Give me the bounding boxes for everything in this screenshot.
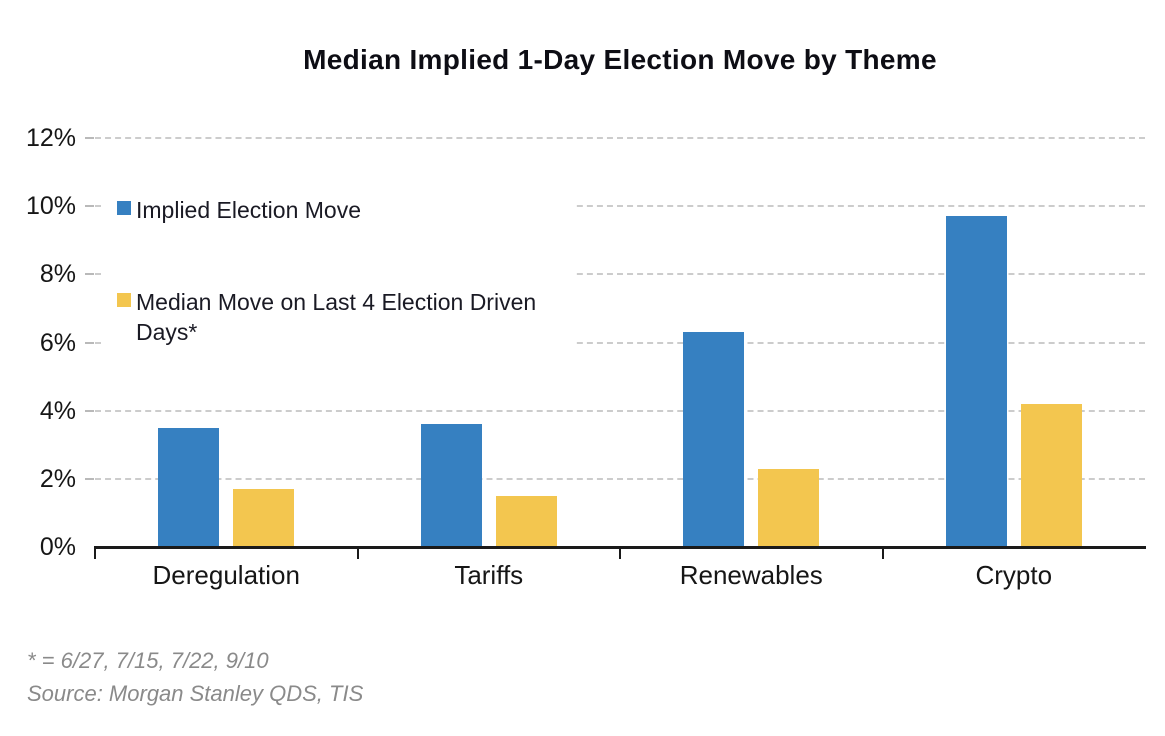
x-axis-line bbox=[94, 546, 1146, 549]
y-axis-label-8pct: 8% bbox=[39, 260, 76, 289]
legend-item-implied-election-move: Implied Election Move bbox=[103, 195, 575, 225]
bar-implied-election-move-deregulation bbox=[158, 427, 220, 547]
y-axis-tick-12pct bbox=[85, 137, 94, 139]
y-axis-label-4pct: 4% bbox=[39, 396, 76, 425]
bar-median-move-tariffs bbox=[495, 495, 557, 547]
bar-implied-election-move-tariffs bbox=[420, 424, 482, 547]
y-axis-label-6pct: 6% bbox=[39, 328, 76, 357]
y-axis-label-0pct: 0% bbox=[39, 533, 76, 561]
gridline-12pct bbox=[95, 137, 1145, 139]
legend: Implied Election Move Median Move on Las… bbox=[103, 186, 575, 356]
x-axis-tick-1 bbox=[356, 547, 359, 559]
y-axis-label-12pct: 12% bbox=[25, 124, 76, 152]
x-axis-tick-2 bbox=[619, 547, 621, 559]
bar-median-move-deregulation bbox=[233, 489, 295, 547]
y-axis-label-2pct: 2% bbox=[39, 464, 76, 493]
footnotes: * = 6/27, 7/15, 7/22, 9/10 Source: Morga… bbox=[27, 644, 363, 710]
gridline-6pct bbox=[95, 341, 1145, 344]
y-axis-tick-2pct bbox=[85, 477, 94, 480]
legend-swatch-median-move-icon bbox=[117, 293, 131, 307]
bar-median-move-renewables bbox=[758, 468, 820, 547]
legend-label-median-move: Median Move on Last 4 Election Driven Da… bbox=[136, 289, 537, 345]
x-axis-tick-0 bbox=[94, 547, 96, 559]
y-axis-tick-10pct bbox=[85, 205, 94, 208]
bar-median-move-crypto bbox=[1020, 403, 1082, 547]
x-axis-tick-3 bbox=[881, 547, 884, 559]
x-axis-label-crypto: Crypto bbox=[975, 560, 1053, 590]
gridline-10pct bbox=[95, 205, 1145, 208]
y-axis-label-10pct: 10% bbox=[25, 192, 76, 221]
x-axis-label-renewables: Renewables bbox=[679, 560, 823, 590]
x-axis-label-tariffs: Tariffs bbox=[454, 560, 524, 590]
gridline-8pct bbox=[95, 273, 1145, 276]
bar-implied-election-move-renewables bbox=[683, 332, 745, 547]
bar-implied-election-move-crypto bbox=[945, 216, 1007, 547]
y-axis-tick-8pct bbox=[85, 273, 94, 276]
y-axis-tick-6pct bbox=[85, 341, 94, 344]
x-axis-label-deregulation: Deregulation bbox=[152, 560, 300, 590]
legend-swatch-implied-icon bbox=[117, 201, 131, 215]
legend-item-median-move: Median Move on Last 4 Election Driven Da… bbox=[103, 287, 575, 347]
gridline-4pct bbox=[95, 409, 1145, 412]
chart-title: Median Implied 1-Day Election Move by Th… bbox=[303, 44, 937, 75]
y-axis-tick-4pct bbox=[85, 409, 94, 412]
footnote-source: Source: Morgan Stanley QDS, TIS bbox=[27, 681, 364, 706]
gridline-2pct bbox=[95, 477, 1145, 480]
legend-label-implied-election-move: Implied Election Move bbox=[136, 197, 361, 223]
footnote-asterisk-dates: * = 6/27, 7/15, 7/22, 9/10 bbox=[27, 648, 269, 673]
